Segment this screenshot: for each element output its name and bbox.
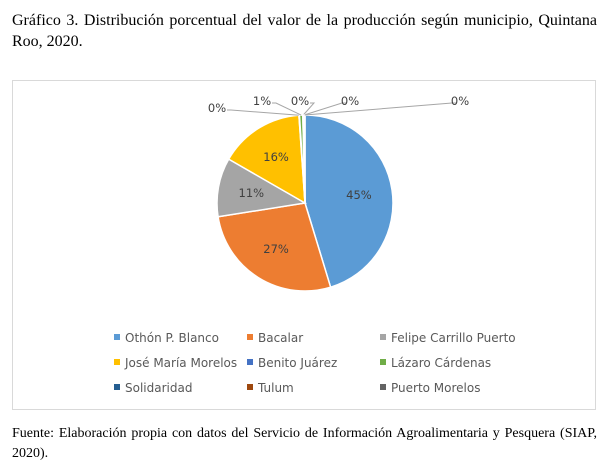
legend-swatch bbox=[114, 334, 120, 340]
legend-swatch bbox=[114, 359, 120, 365]
data-label: 16% bbox=[263, 150, 289, 164]
legend-label: José María Morelos bbox=[124, 356, 237, 370]
leader-line bbox=[227, 109, 300, 116]
legend-label: Othón P. Blanco bbox=[125, 331, 219, 345]
pie-slice bbox=[227, 114, 306, 205]
chart-title: Gráfico 3. Distribución porcentual del v… bbox=[12, 12, 597, 50]
legend-label: Solidaridad bbox=[125, 381, 192, 395]
data-label: 0% bbox=[208, 101, 226, 115]
legend-swatch bbox=[247, 334, 253, 340]
pie-slice bbox=[217, 202, 332, 292]
legend-swatch bbox=[380, 359, 386, 365]
legend-label: Lázaro Cárdenas bbox=[391, 356, 491, 370]
legend-label: Tulum bbox=[257, 381, 294, 395]
data-label: 0% bbox=[451, 94, 469, 108]
leader-line bbox=[272, 102, 302, 116]
legend-label: Puerto Morelos bbox=[391, 381, 480, 395]
data-label: 27% bbox=[263, 242, 289, 256]
source-note: Fuente: Elaboración propia con datos del… bbox=[12, 426, 597, 461]
legend-swatch bbox=[114, 384, 120, 390]
legend-label: Felipe Carrillo Puerto bbox=[391, 331, 516, 345]
legend: Othón P. Blanco Bacalar Felipe Carrillo Pu… bbox=[114, 331, 516, 395]
legend-swatch bbox=[380, 334, 386, 340]
pie-slice bbox=[304, 114, 394, 289]
data-label: 45% bbox=[346, 188, 372, 202]
data-label: 11% bbox=[239, 186, 265, 200]
legend-swatch bbox=[247, 384, 253, 390]
leader-line bbox=[304, 102, 346, 116]
data-label: 0% bbox=[341, 94, 359, 108]
chart-frame bbox=[12, 80, 596, 410]
data-label: 0% bbox=[291, 94, 309, 108]
data-label: 1% bbox=[253, 94, 271, 108]
legend-swatch bbox=[380, 384, 386, 390]
leader-line bbox=[302, 102, 316, 116]
legend-label: Bacalar bbox=[258, 331, 303, 345]
legend-swatch bbox=[247, 359, 253, 365]
leader-line bbox=[304, 102, 456, 116]
pie-slice bbox=[303, 114, 306, 204]
legend-label: Benito Juárez bbox=[258, 356, 337, 370]
